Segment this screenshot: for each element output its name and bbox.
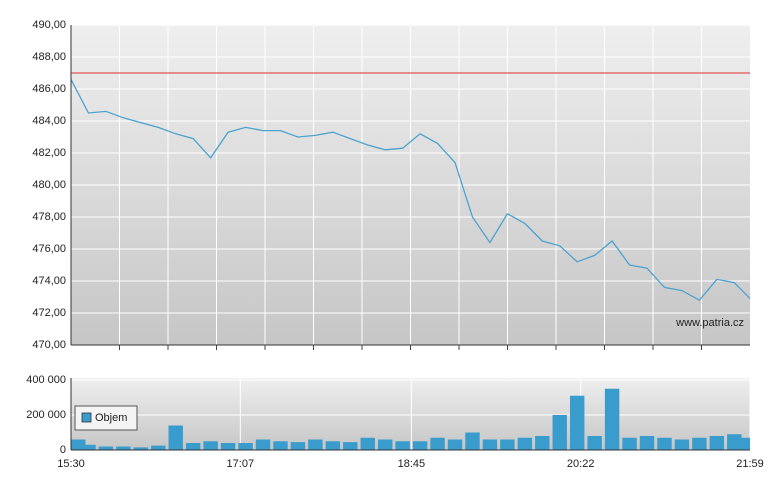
y-tick-label: 488,00	[32, 51, 66, 63]
volume-bar	[325, 441, 341, 450]
volume-bar	[735, 437, 750, 450]
y-tick-label: 480,00	[32, 179, 66, 191]
volume-bar	[657, 437, 672, 450]
legend-label: Objem	[95, 412, 127, 424]
volume-bar	[395, 441, 410, 450]
y-tick-label: 474,00	[32, 275, 66, 287]
x-tick-label: 20:22	[567, 458, 595, 470]
x-tick-label: 17:07	[227, 458, 255, 470]
volume-bar	[203, 441, 218, 450]
volume-bar	[535, 436, 550, 450]
y-tick-label: 486,00	[32, 83, 66, 95]
volume-bar	[622, 437, 637, 450]
volume-bar	[482, 439, 498, 450]
price-line	[70, 79, 751, 302]
plot-background	[71, 378, 750, 450]
volume-bar	[569, 395, 585, 450]
volume-bar	[430, 437, 445, 450]
volume-bar	[71, 439, 86, 450]
y-tick-label: 400 000	[26, 374, 66, 386]
volume-bar	[220, 443, 236, 450]
volume-bar	[639, 436, 655, 450]
volume-bar	[465, 432, 480, 450]
volume-bar	[116, 446, 131, 450]
volume-bar	[447, 439, 463, 450]
volume-bar	[151, 445, 166, 450]
volume-bar	[343, 442, 358, 450]
volume-bar	[517, 437, 533, 450]
y-tick-label: 482,00	[32, 147, 66, 159]
volume-bar	[360, 437, 375, 450]
y-tick-label: 472,00	[32, 307, 66, 319]
legend-swatch	[81, 412, 92, 423]
y-tick-label: 478,00	[32, 211, 66, 223]
volume-bar	[500, 439, 515, 450]
volume-bar	[308, 439, 323, 450]
volume-bar	[273, 441, 288, 450]
volume-bar	[674, 439, 690, 450]
volume-bar	[604, 388, 620, 450]
y-tick-label: 490,00	[32, 19, 66, 31]
volume-bar	[133, 447, 149, 450]
y-tick-label: 0	[60, 444, 66, 456]
volume-bar	[290, 442, 306, 450]
volume-bar	[185, 443, 201, 450]
watermark: www.patria.cz	[675, 317, 744, 329]
volume-bar	[238, 443, 253, 450]
volume-bar	[98, 446, 114, 450]
y-tick-label: 476,00	[32, 243, 66, 255]
legend-box	[74, 405, 138, 431]
y-tick-label: 200 000	[26, 409, 66, 421]
y-tick-label: 484,00	[32, 115, 66, 127]
volume-bar	[168, 425, 183, 450]
volume-bar	[587, 436, 602, 450]
x-tick-label: 21:59	[736, 458, 764, 470]
volume-bar	[709, 436, 725, 450]
y-tick-label: 470,00	[32, 339, 66, 351]
volume-bar	[81, 444, 96, 450]
volume-bar	[552, 415, 567, 450]
volume-bar	[377, 439, 393, 450]
x-tick-label: 15:30	[57, 458, 85, 470]
volume-bar	[692, 437, 707, 450]
x-tick-label: 18:45	[398, 458, 426, 470]
volume-bar	[412, 441, 428, 450]
volume-bar	[255, 439, 271, 450]
